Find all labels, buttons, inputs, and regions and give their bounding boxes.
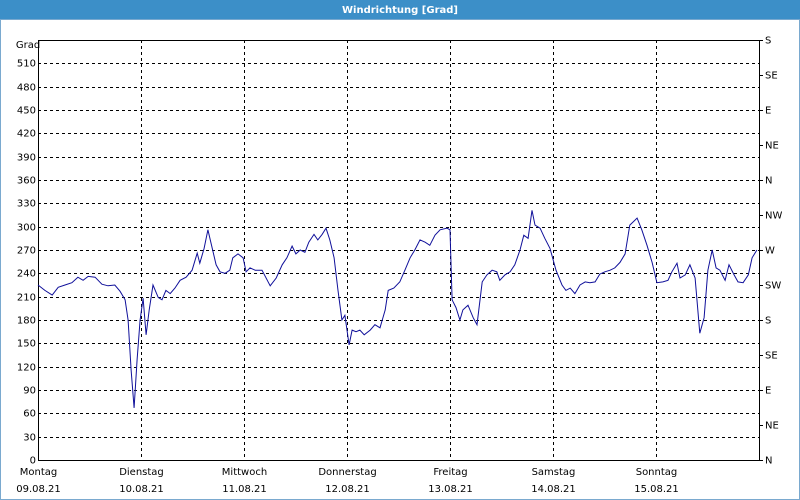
y2-tick-label: N <box>765 176 772 187</box>
y-tick-label: 330 <box>17 199 36 210</box>
x-tick-label: 14.08.21 <box>531 484 576 495</box>
y2-tick-label: S <box>765 36 771 47</box>
y-tick-label: 510 <box>17 59 36 70</box>
x-tick-label: Dienstag <box>119 467 164 478</box>
y2-tick-label: SW <box>765 281 781 292</box>
y-tick-label: 60 <box>23 409 36 420</box>
x-tick-label: Montag <box>20 467 57 478</box>
x-tick-label: 13.08.21 <box>428 484 473 495</box>
y2-tick-label: SE <box>765 71 778 82</box>
x-tick-label: 11.08.21 <box>222 484 267 495</box>
plot-frame <box>38 40 760 461</box>
y-tick-label: 120 <box>17 363 36 374</box>
y-tick-label: 0 <box>30 456 36 467</box>
y-tick-label: 420 <box>17 129 36 140</box>
x-tick-label: Freitag <box>433 467 467 478</box>
y-tick-label: 360 <box>17 176 36 187</box>
y2-tick-label: N <box>765 456 772 467</box>
data-line <box>37 210 758 408</box>
y-tick-label: 210 <box>17 293 36 304</box>
chart-title: Windrichtung [Grad] <box>342 5 458 16</box>
y2-tick-label: W <box>765 246 775 257</box>
x-tick-label: 09.08.21 <box>16 484 61 495</box>
y2-tick-label: NW <box>765 211 782 222</box>
y-tick-label: 90 <box>23 386 36 397</box>
x-tick-label: 15.08.21 <box>634 484 679 495</box>
y-tick-label: 390 <box>17 153 36 164</box>
x-tick-label: Mittwoch <box>222 467 267 478</box>
y2-tick-label: NE <box>765 421 779 432</box>
x-tick-label: Sonntag <box>636 467 678 478</box>
x-tick-label: Samstag <box>532 467 576 478</box>
y2-tick-label: NE <box>765 141 779 152</box>
y-tick-label: 450 <box>17 106 36 117</box>
x-tick-label: Donnerstag <box>318 467 376 478</box>
x-tick-label: 12.08.21 <box>325 484 370 495</box>
title-bar <box>0 0 800 19</box>
y-tick-label: 480 <box>17 83 36 94</box>
y-tick-label: 180 <box>17 316 36 327</box>
y2-tick-label: E <box>765 386 771 397</box>
y-tick-label: 30 <box>23 433 36 444</box>
y-tick-label: 300 <box>17 223 36 234</box>
y2-tick-label: S <box>765 316 771 327</box>
y2-tick-label: E <box>765 106 771 117</box>
y-tick-label: 150 <box>17 339 36 350</box>
y-tick-label: 270 <box>17 246 36 257</box>
y-tick-label: 240 <box>17 269 36 280</box>
y-axis-label: Grad <box>16 40 40 51</box>
x-tick-label: 10.08.21 <box>119 484 164 495</box>
y2-tick-label: SE <box>765 351 778 362</box>
